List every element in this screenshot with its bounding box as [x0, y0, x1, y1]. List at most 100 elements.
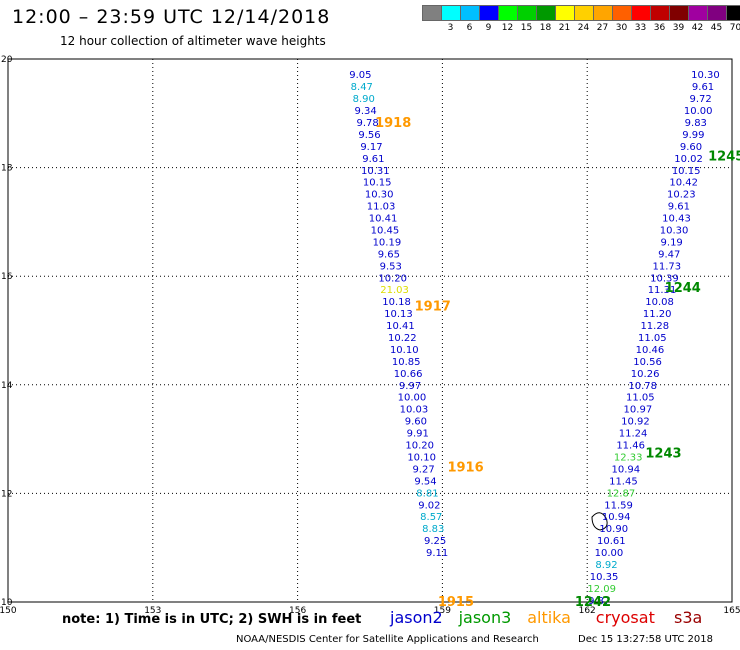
wave-height-value: 10.08	[645, 297, 674, 308]
satellite-label-s3a: s3a	[674, 608, 703, 627]
wave-height-value: 10.13	[384, 309, 413, 320]
x-tick-label: 150	[0, 606, 17, 616]
wave-height-value: 10.46	[636, 345, 665, 356]
wave-height-value: 8.47	[351, 82, 373, 93]
wave-height-value: 10.30	[691, 70, 720, 81]
wave-height-value: 10.94	[611, 464, 640, 475]
wave-height-value: 9.56	[358, 130, 380, 141]
legend-bin-label: 21	[558, 23, 571, 33]
wave-height-value: 9.34	[355, 106, 377, 117]
wave-height-value: 10.94	[602, 512, 631, 523]
pass-time-label: 1243	[645, 447, 681, 462]
legend-bin-label: 33	[634, 23, 647, 33]
legend-bin-label: 24	[577, 23, 590, 33]
footnote: note: 1) Time is in UTC; 2) SWH is in fe…	[62, 612, 362, 627]
wave-height-value: 9.02	[418, 500, 440, 511]
satellite-label-altika: altika	[527, 608, 571, 627]
wave-height-value: 10.78	[628, 381, 657, 392]
wave-height-value: 10.00	[595, 548, 624, 559]
wave-height-value: 9.11	[426, 548, 448, 559]
wave-height-value: 10.39	[650, 273, 679, 284]
wave-height-value: 9.83	[685, 118, 707, 129]
x-tick-label: 153	[144, 606, 161, 616]
pass-time-label: 1245	[708, 150, 740, 165]
legend-bin-label: 45	[710, 23, 723, 33]
legend-bin-label: 12	[501, 23, 514, 33]
wave-height-value: 10.19	[373, 237, 402, 248]
plot-frame	[7, 58, 733, 603]
wave-height-value: 10.66	[394, 369, 423, 380]
wave-height-value: 10.90	[599, 524, 628, 535]
wave-height-value: 9.19	[661, 237, 683, 248]
wave-height-value: 8.83	[422, 524, 444, 535]
wave-height-value: 9.87	[588, 596, 610, 607]
wave-height-value: 11.31	[648, 285, 677, 296]
wave-height-value: 10.15	[363, 178, 392, 189]
x-tick-label: 162	[579, 606, 596, 616]
y-tick-label: 16	[1, 272, 13, 282]
wave-height-value: 9.61	[362, 154, 384, 165]
wave-height-value: 11.24	[619, 429, 648, 440]
legend-bin-label: 9	[485, 23, 492, 33]
legend-bin-label: 3	[447, 23, 454, 33]
page-subtitle: 12 hour collection of altimeter wave hei…	[60, 34, 326, 48]
credit-line: NOAA/NESDIS Center for Satellite Applica…	[236, 634, 539, 645]
wave-height-value: 10.43	[662, 214, 691, 225]
wave-height-value: 10.45	[371, 226, 400, 237]
pass-time-label: 1917	[415, 300, 451, 315]
x-tick-label: 159	[434, 606, 451, 616]
wave-height-value: 10.20	[378, 273, 407, 284]
generation-timestamp: Dec 15 13:27:58 UTC 2018	[578, 634, 713, 645]
wave-height-value: 10.31	[361, 166, 390, 177]
legend-bin-label: 15	[520, 23, 533, 33]
wave-height-value: 11.73	[653, 261, 682, 272]
wave-height-value: 10.20	[405, 441, 434, 452]
legend-bin-label: 6	[466, 23, 473, 33]
wave-height-value: 11.46	[616, 441, 645, 452]
y-tick-label: 12	[1, 489, 12, 499]
wave-height-value: 9.25	[424, 536, 446, 547]
pass-time-label: 1242	[575, 595, 611, 610]
wave-height-value: 11.45	[609, 476, 638, 487]
wave-height-value: 10.42	[669, 178, 698, 189]
y-tick-label: 14	[1, 381, 13, 391]
y-tick-label: 20	[1, 55, 13, 65]
wave-height-value: 8.90	[353, 94, 375, 105]
wave-height-value: 10.41	[386, 321, 415, 332]
legend-bin-label: 27	[596, 23, 609, 33]
wave-height-value: 10.00	[398, 393, 427, 404]
pass-time-label: 1916	[447, 460, 483, 475]
wave-height-value: 11.20	[643, 309, 672, 320]
wave-height-value: 21.03	[380, 285, 409, 296]
y-tick-label: 18	[1, 164, 13, 174]
wave-height-value: 8.81	[416, 488, 438, 499]
wave-height-value: 9.72	[689, 94, 711, 105]
wave-height-value: 10.18	[382, 297, 411, 308]
wave-height-value: 10.03	[400, 405, 429, 416]
wave-height-value: 10.00	[684, 106, 713, 117]
page-title: 12:00 – 23:59 UTC 12/14/2018	[12, 6, 331, 28]
wave-height-value: 10.35	[590, 572, 619, 583]
wave-height-value: 9.99	[682, 130, 704, 141]
wave-height-value: 9.47	[658, 249, 680, 260]
satellite-label-cryosat: cryosat	[595, 608, 655, 627]
wave-height-value: 11.59	[604, 500, 633, 511]
wave-height-value: 12.09	[587, 584, 616, 595]
wave-height-value: 9.54	[414, 476, 436, 487]
wave-height-value: 9.27	[412, 464, 434, 475]
wave-height-value: 8.57	[420, 512, 442, 523]
wave-height-value: 10.41	[369, 214, 398, 225]
pass-time-label: 1244	[665, 281, 701, 296]
wave-height-value: 10.85	[392, 357, 421, 368]
legend-bin-label: 70	[729, 23, 740, 33]
wave-height-value: 10.10	[407, 452, 436, 463]
wave-height-value: 10.10	[390, 345, 419, 356]
legend-bin-label: 39	[672, 23, 685, 33]
pass-time-label: 1915	[438, 595, 474, 610]
legend-color-box	[726, 5, 740, 21]
island-outline	[591, 512, 608, 531]
wave-height-value: 10.23	[667, 190, 696, 201]
wave-height-value: 10.26	[631, 369, 660, 380]
wave-height-value: 9.60	[680, 142, 702, 153]
